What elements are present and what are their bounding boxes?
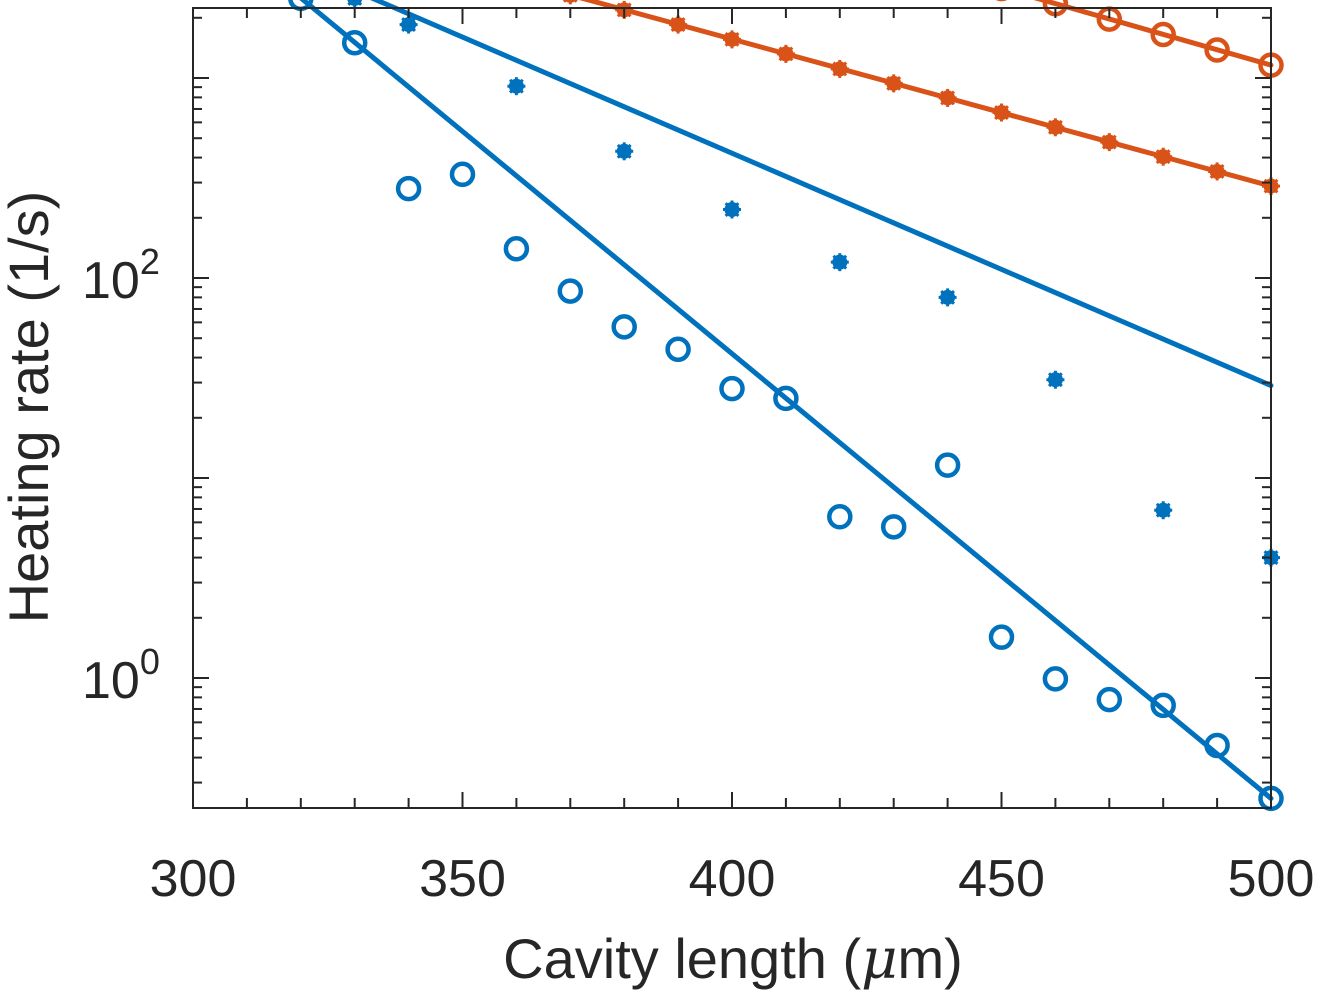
data-point	[830, 253, 849, 272]
data-point	[830, 59, 849, 78]
x-tick-label: 450	[958, 850, 1045, 908]
data-point	[934, 452, 961, 478]
data-point-star	[832, 61, 848, 77]
data-point	[507, 77, 526, 96]
data-point-star	[1101, 134, 1117, 150]
data-point	[1042, 666, 1069, 692]
data-point	[1208, 162, 1227, 181]
data-point	[449, 161, 476, 188]
fit-line-blue-filled	[370, 0, 1274, 389]
data-point-star	[401, 17, 417, 32]
data-point-star	[886, 75, 902, 91]
data-point-star	[1047, 119, 1063, 135]
data-point	[503, 236, 530, 262]
data-point	[1150, 21, 1176, 48]
data-point	[669, 15, 688, 34]
data-point	[827, 504, 853, 530]
data-point	[1154, 501, 1173, 520]
y-tick-label: 102	[82, 241, 160, 310]
x-tick-label: 500	[1228, 850, 1315, 908]
fit-line-orange-open	[1033, 0, 1274, 68]
data-point-star	[724, 202, 740, 217]
data-point	[992, 103, 1011, 122]
data-point-star	[347, 0, 356, 6]
data-point-star	[724, 31, 740, 47]
data-point	[1154, 147, 1173, 166]
x-tick-label: 350	[419, 850, 506, 908]
data-point-star	[994, 105, 1009, 120]
data-point	[1150, 692, 1176, 719]
data-point	[1204, 37, 1230, 63]
data-point	[880, 514, 907, 540]
data-point-star	[508, 78, 524, 94]
axes-layer	[192, 7, 1272, 809]
data-point-star	[616, 143, 632, 159]
data-point	[615, 142, 634, 161]
data-point	[347, 0, 363, 8]
data-point-star	[940, 90, 956, 106]
data-point	[1100, 133, 1119, 152]
data-point	[776, 44, 795, 63]
data-point	[884, 74, 903, 93]
data-point-star	[940, 289, 956, 305]
data-point-star	[670, 17, 686, 32]
y-axis-label: Heating rate (1/s)	[0, 191, 60, 624]
x-tick-label: 400	[689, 850, 776, 908]
tick-labels: 300350400450500100102104	[82, 241, 1315, 908]
data-point	[1096, 686, 1123, 713]
fit-line-blue-open	[299, 0, 1274, 801]
plot-background	[193, 8, 1271, 808]
data-point	[773, 385, 799, 412]
data-point	[562, 0, 578, 5]
data-point-star	[354, 0, 363, 6]
data-point	[938, 88, 957, 107]
data-point	[1204, 732, 1230, 759]
data-point-star	[832, 254, 848, 270]
data-point	[1046, 370, 1065, 389]
data-point-star	[778, 46, 794, 62]
data-point-star	[1047, 372, 1063, 388]
data-point	[1046, 118, 1065, 137]
data-point	[719, 375, 745, 402]
data-point	[665, 336, 691, 363]
data-point-star	[1209, 164, 1225, 179]
data-point-star	[1155, 149, 1171, 165]
x-axis-label: Cavity length (μm)	[503, 927, 963, 992]
data-point	[399, 15, 418, 34]
y-tick-label: 100	[82, 641, 160, 710]
data-point	[938, 288, 957, 307]
data-point	[988, 624, 1015, 650]
data-point	[723, 30, 741, 49]
data-point	[611, 314, 637, 340]
data-point	[395, 175, 422, 202]
x-tick-label: 300	[150, 850, 237, 908]
series-blue-open	[288, 0, 1284, 812]
data-point	[723, 200, 741, 219]
data-point	[557, 278, 584, 304]
data-point-star	[1155, 502, 1171, 518]
plot-area	[193, 8, 1271, 808]
data-point	[341, 30, 368, 56]
